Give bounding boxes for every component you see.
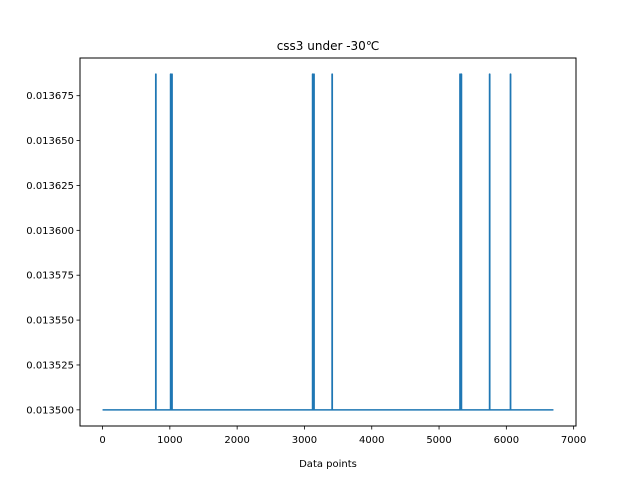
x-axis-label: Data points xyxy=(299,459,357,470)
y-tick-label: 0.013600 xyxy=(26,226,74,237)
x-tick-label: 3000 xyxy=(292,435,317,446)
series-layer xyxy=(102,73,554,411)
x-tick-label: 7000 xyxy=(561,435,586,446)
x-tick-label: 2000 xyxy=(224,435,249,446)
x-tick-label: 5000 xyxy=(426,435,451,446)
x-tick-label: 6000 xyxy=(494,435,519,446)
y-tick-label: 0.013500 xyxy=(26,405,74,416)
y-tick-label: 0.013675 xyxy=(26,91,74,102)
chart-title: css3 under -30℃ xyxy=(277,39,380,53)
x-tick-label: 0 xyxy=(99,435,105,446)
y-tick-label: 0.013650 xyxy=(26,136,74,147)
x-tick-label: 1000 xyxy=(157,435,182,446)
y-tick-label: 0.013525 xyxy=(26,360,74,371)
y-tick-label: 0.013625 xyxy=(26,181,74,192)
y-tick-label: 0.013575 xyxy=(26,271,74,282)
x-axis: 0 1000 2000 3000 4000 5000 6000 7000 xyxy=(99,426,586,446)
x-tick-label: 4000 xyxy=(359,435,384,446)
series-line-0 xyxy=(102,73,554,411)
y-axis: 0.013500 0.013525 0.013550 0.013575 0.013600… xyxy=(26,91,80,416)
y-tick-label: 0.013550 xyxy=(26,316,74,327)
plot-frame xyxy=(79,57,577,427)
